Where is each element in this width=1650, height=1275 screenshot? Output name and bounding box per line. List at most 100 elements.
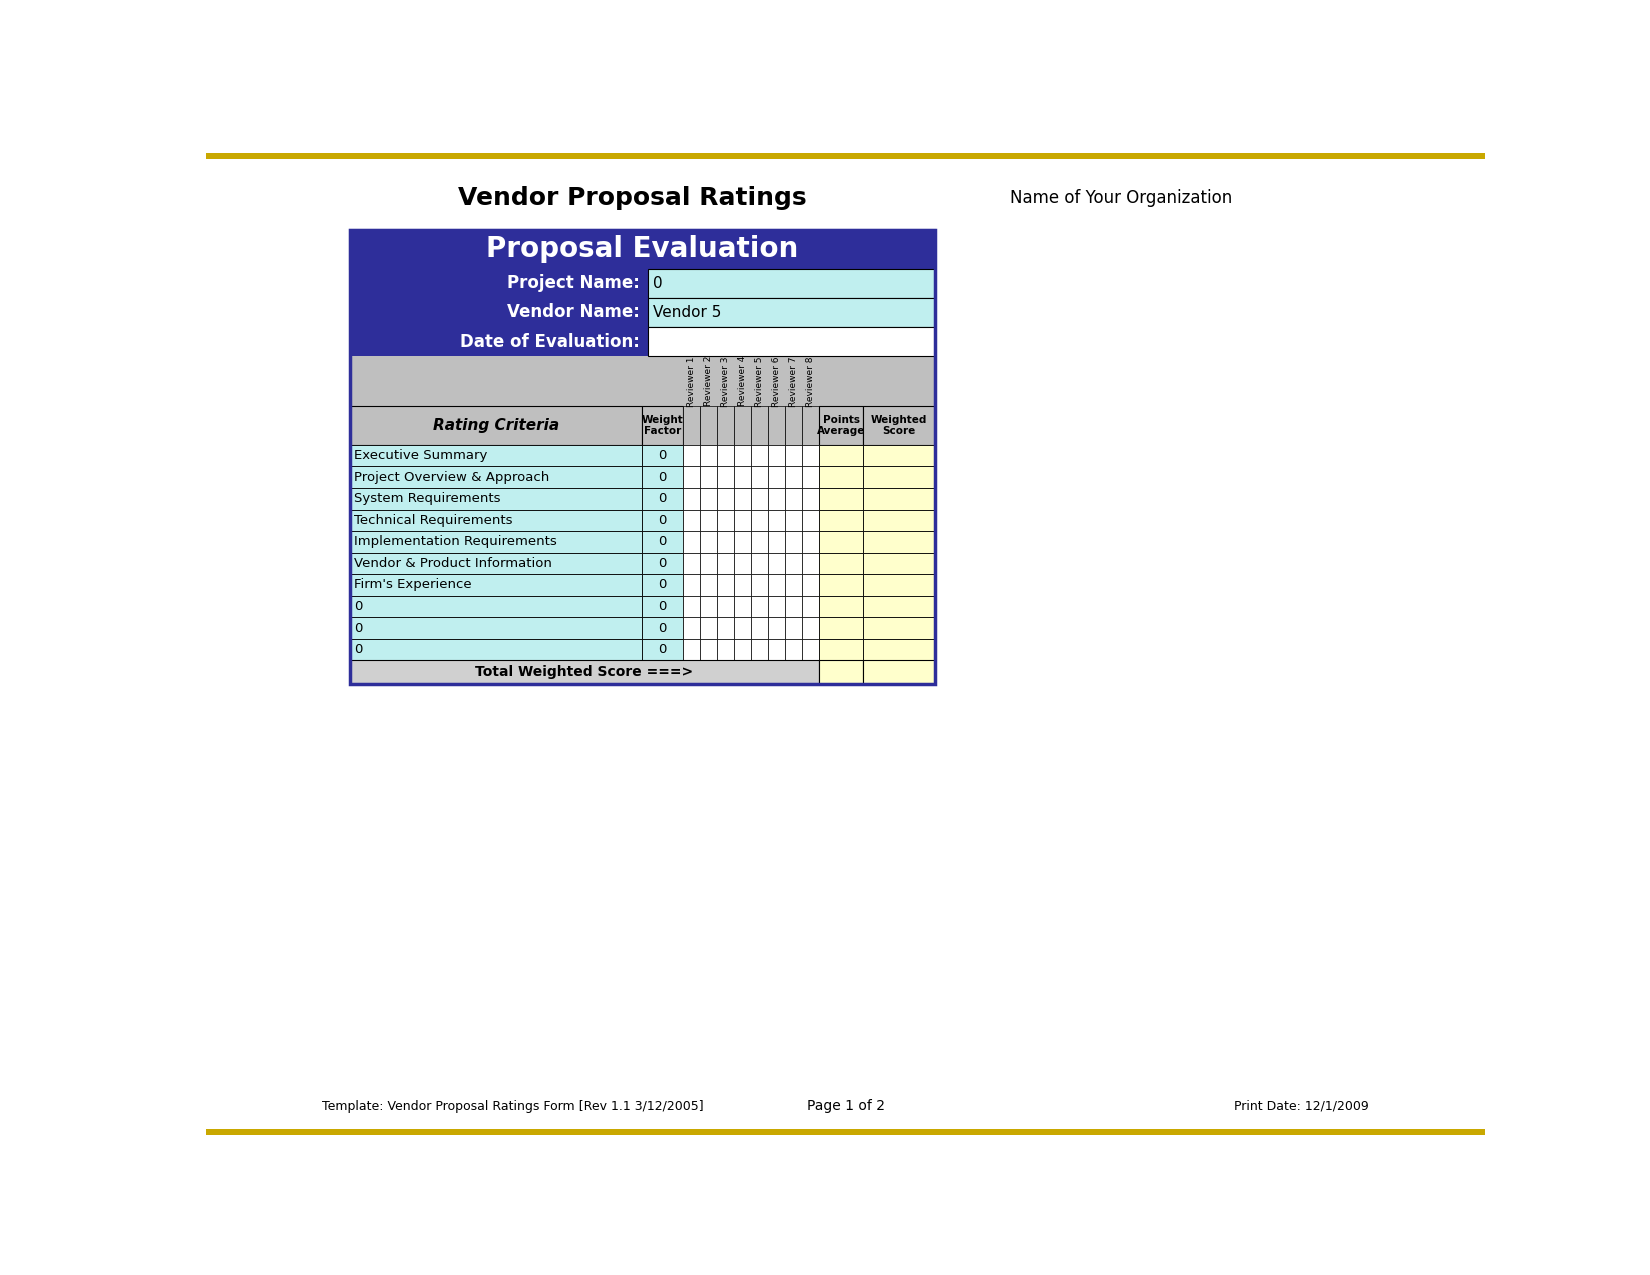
Bar	[802, 617, 820, 639]
Bar	[700, 488, 718, 510]
Bar	[769, 510, 785, 532]
Text: 0: 0	[658, 514, 667, 527]
Text: 0: 0	[658, 470, 667, 483]
Bar	[751, 617, 769, 639]
Bar	[769, 407, 785, 445]
Bar	[802, 445, 820, 467]
Bar	[683, 445, 700, 467]
Bar	[802, 488, 820, 510]
Bar	[751, 407, 769, 445]
Bar	[769, 445, 785, 467]
Bar	[350, 407, 642, 445]
Text: 0: 0	[658, 557, 667, 570]
Text: 0: 0	[355, 601, 363, 613]
Bar	[785, 445, 802, 467]
Bar	[734, 574, 751, 595]
Text: Points
Average: Points Average	[817, 414, 866, 436]
Bar	[648, 269, 936, 298]
Bar	[350, 639, 642, 660]
Bar	[350, 532, 642, 552]
Bar	[751, 639, 769, 660]
Bar	[863, 407, 936, 445]
Text: Reviewer 3: Reviewer 3	[721, 356, 729, 407]
Bar	[863, 445, 936, 467]
Text: Vendor 5: Vendor 5	[653, 305, 721, 320]
Bar	[206, 1128, 1485, 1135]
Bar	[642, 488, 683, 510]
Text: 0: 0	[658, 579, 667, 592]
Bar	[820, 617, 863, 639]
Bar	[769, 552, 785, 574]
Bar	[802, 574, 820, 595]
Bar	[863, 639, 936, 660]
Text: Weighted
Score: Weighted Score	[871, 414, 927, 436]
Bar	[785, 488, 802, 510]
Bar	[642, 510, 683, 532]
Bar	[718, 617, 734, 639]
Bar	[863, 660, 936, 683]
Text: Technical Requirements: Technical Requirements	[355, 514, 513, 527]
Bar	[734, 595, 751, 617]
Bar	[820, 639, 863, 660]
Text: Print Date: 12/1/2009: Print Date: 12/1/2009	[1234, 1100, 1370, 1113]
Bar	[751, 445, 769, 467]
Bar	[350, 467, 642, 488]
Text: Proposal Evaluation: Proposal Evaluation	[487, 236, 799, 263]
Text: Name of Your Organization: Name of Your Organization	[1010, 189, 1233, 207]
Bar	[785, 467, 802, 488]
Text: 0: 0	[658, 601, 667, 613]
Bar	[700, 467, 718, 488]
Bar	[734, 552, 751, 574]
Bar	[350, 510, 642, 532]
Text: 0: 0	[355, 643, 363, 657]
Text: 0: 0	[658, 449, 667, 462]
Bar	[769, 488, 785, 510]
Bar	[718, 407, 734, 445]
Text: System Requirements: System Requirements	[355, 492, 502, 505]
Bar	[683, 552, 700, 574]
Bar	[769, 595, 785, 617]
Text: 0: 0	[658, 536, 667, 548]
Text: Page 1 of 2: Page 1 of 2	[807, 1099, 884, 1113]
Bar	[683, 488, 700, 510]
Text: Date of Evaluation:: Date of Evaluation:	[460, 333, 640, 351]
Bar	[700, 639, 718, 660]
Bar	[734, 488, 751, 510]
Bar	[802, 510, 820, 532]
Bar	[700, 574, 718, 595]
Bar	[700, 595, 718, 617]
Bar	[350, 356, 936, 445]
Bar	[820, 660, 863, 683]
Bar	[700, 445, 718, 467]
Bar	[751, 510, 769, 532]
Text: Template: Vendor Proposal Ratings Form [Rev 1.1 3/12/2005]: Template: Vendor Proposal Ratings Form […	[322, 1100, 705, 1113]
Bar	[785, 574, 802, 595]
Bar	[863, 574, 936, 595]
Text: Reviewer 2: Reviewer 2	[705, 356, 713, 407]
Bar	[734, 467, 751, 488]
Bar	[642, 595, 683, 617]
Text: 0: 0	[355, 622, 363, 635]
Bar	[863, 510, 936, 532]
Bar	[820, 510, 863, 532]
Bar	[350, 574, 642, 595]
Bar	[785, 407, 802, 445]
Bar	[718, 488, 734, 510]
Bar	[802, 639, 820, 660]
Bar	[863, 552, 936, 574]
Bar	[700, 617, 718, 639]
Bar	[350, 298, 648, 326]
Bar	[700, 510, 718, 532]
Bar	[642, 532, 683, 552]
Bar	[820, 532, 863, 552]
Bar	[683, 574, 700, 595]
Bar	[718, 552, 734, 574]
Bar	[683, 532, 700, 552]
Bar	[700, 407, 718, 445]
Text: 0: 0	[658, 492, 667, 505]
Bar	[648, 298, 936, 326]
Text: Reviewer 5: Reviewer 5	[756, 356, 764, 407]
Bar	[820, 552, 863, 574]
Bar	[350, 595, 642, 617]
Bar	[785, 532, 802, 552]
